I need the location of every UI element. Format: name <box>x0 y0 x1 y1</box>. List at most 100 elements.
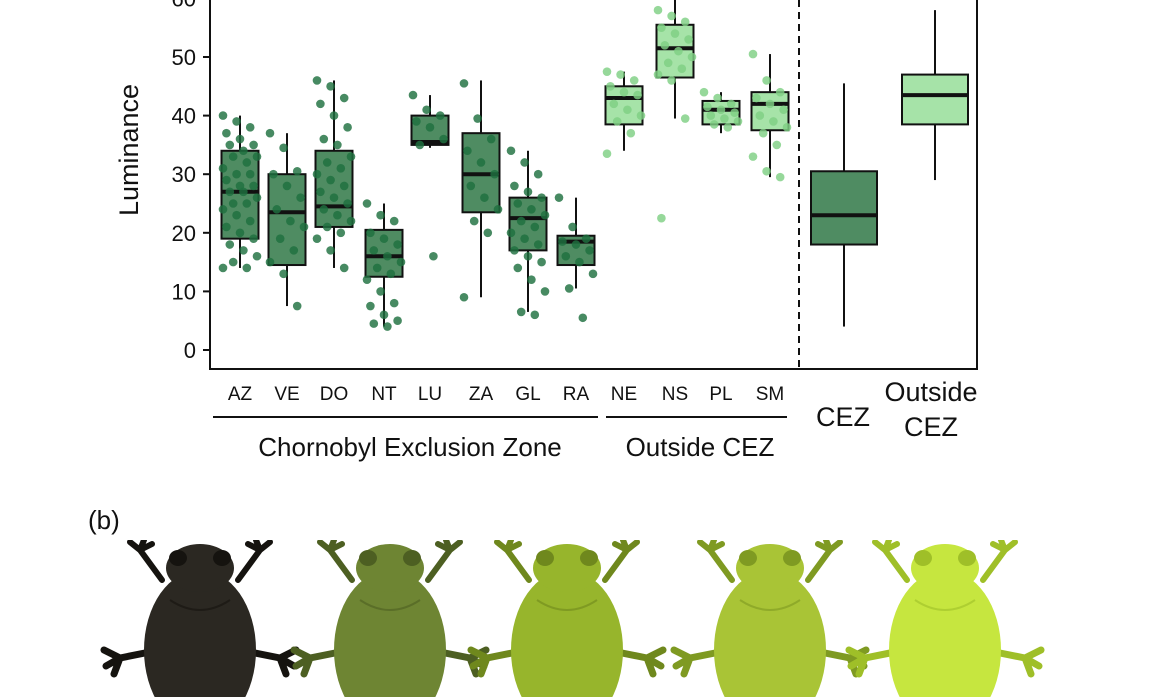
box-az-point <box>252 251 262 261</box>
box-do-point <box>326 82 335 91</box>
box-ne-point <box>609 99 619 109</box>
box-do-point <box>329 193 339 202</box>
y-tick-label: 10 <box>172 279 196 304</box>
box-ve-point <box>275 234 285 243</box>
box-ns-point <box>670 29 680 38</box>
box-az-point <box>218 205 228 214</box>
box-sm-point <box>762 76 771 85</box>
frog-photo-row <box>0 540 1170 697</box>
box-do-point <box>319 205 329 214</box>
x-tick-label: NS <box>662 384 688 405</box>
x-tick-label: VE <box>274 384 299 405</box>
box-az-point <box>222 222 231 232</box>
box-ve-point <box>289 246 299 255</box>
box-pl-point <box>716 105 726 115</box>
box-az-point <box>235 228 245 238</box>
x-tick-label: LU <box>418 384 442 405</box>
box-do-point <box>312 234 322 243</box>
box-pl-point <box>713 93 722 103</box>
box-do-point <box>346 152 356 161</box>
box-az-point <box>218 164 228 173</box>
box-ne-point <box>633 90 642 100</box>
x-tick-label: NE <box>611 384 637 405</box>
x-tick-label: AZ <box>228 384 253 405</box>
y-tick-label: 60 <box>172 0 196 11</box>
box-do-point <box>333 210 342 220</box>
box-ns-point <box>653 5 663 15</box>
box-sm-point <box>758 128 768 138</box>
box-nt-point <box>376 210 385 220</box>
box-nt-point <box>366 301 375 311</box>
box-za-point <box>486 134 496 144</box>
box-ra-point <box>585 246 594 255</box>
box-za-point <box>483 228 493 238</box>
box-do-point <box>339 93 349 103</box>
box-ne-point <box>616 70 625 79</box>
y-axis-title: Luminance <box>114 84 144 216</box>
box-az-point <box>218 263 228 273</box>
box-do-point <box>316 99 325 109</box>
box-az-point <box>245 123 255 132</box>
y-tick-label: 50 <box>172 45 196 70</box>
y-tick-label: 0 <box>184 338 196 363</box>
box-pl-point <box>726 99 736 109</box>
luminance-boxplot: Luminance 0 10 20 30 40 50 60 AZ VE DO NT LU ZA GL RA N… <box>114 0 978 462</box>
box-az-point <box>218 111 228 120</box>
box-az-point <box>249 234 258 243</box>
box-az-point <box>225 240 235 249</box>
box-nt-point <box>383 251 392 261</box>
box-lu-point <box>415 140 425 150</box>
box-ra-point <box>561 251 571 261</box>
box-lu-point <box>435 111 445 120</box>
box-az-point <box>249 140 258 150</box>
frog-photo <box>100 540 300 697</box>
box-do-point <box>326 175 335 185</box>
box-pl-point <box>703 102 712 112</box>
box-ve-point <box>272 205 282 214</box>
frog-photo <box>290 540 490 697</box>
box-za-point <box>459 292 469 302</box>
box-az-point <box>222 175 231 185</box>
box-ve-point <box>282 181 292 191</box>
box-az-point <box>242 263 252 273</box>
group-label-outside: Outside CEZ <box>626 432 775 462</box>
box-az-point <box>252 193 262 202</box>
box-nt-point <box>383 322 392 331</box>
box-sm-point <box>765 99 775 109</box>
box-az-point <box>242 158 252 167</box>
box-az-point <box>228 152 238 161</box>
box-nt-point <box>379 310 389 320</box>
box-do-point <box>333 140 342 150</box>
box-gl-point <box>516 216 526 226</box>
box-gl-point <box>537 193 546 202</box>
box-do-point <box>326 246 335 255</box>
box-ns-point <box>657 23 666 32</box>
box-gl-point <box>516 307 526 317</box>
box-gl-point <box>506 146 516 156</box>
box-do-point <box>339 181 349 191</box>
box-lu-point <box>412 117 421 126</box>
box-gl-point <box>527 275 536 284</box>
box-do-point <box>322 222 332 232</box>
box-za-point <box>459 79 469 88</box>
box-ra-point <box>571 240 581 249</box>
box-pl-point <box>720 114 729 123</box>
box-az-point <box>225 187 235 197</box>
frog-photo <box>670 540 870 697</box>
box-ns-point <box>684 35 693 44</box>
box-ve-point <box>279 143 288 153</box>
y-tick-label: 40 <box>172 104 196 129</box>
box-nt-point <box>389 216 399 226</box>
box-do-point <box>336 164 346 173</box>
box-gl-point <box>527 205 536 214</box>
box-za-point <box>490 169 499 179</box>
box-nt-point <box>379 234 389 243</box>
box-az-point <box>228 257 238 267</box>
box-ne-point <box>629 76 639 85</box>
box-ns-point <box>653 70 663 79</box>
box-sm-point <box>775 172 785 182</box>
box-za-point <box>476 158 486 167</box>
summary-label-cez: CEZ <box>816 402 870 432</box>
box-pl-point <box>723 123 733 132</box>
box-nt-point <box>393 240 402 249</box>
